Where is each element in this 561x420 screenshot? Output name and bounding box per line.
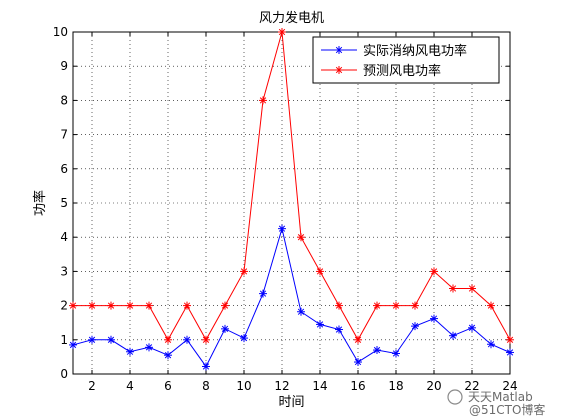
x-tick-label: 2 (88, 379, 96, 393)
data-point (468, 284, 476, 293)
data-point (297, 233, 305, 242)
watermark-line2: @51CTO博客 (469, 402, 545, 417)
data-point (392, 301, 400, 310)
y-tick-label: 6 (60, 162, 68, 176)
data-point (240, 334, 248, 343)
x-tick-label: 16 (350, 379, 365, 393)
y-axis-label: 功率 (32, 190, 48, 216)
data-point (335, 46, 343, 54)
y-tick-label: 7 (60, 128, 68, 142)
series-layer (69, 28, 514, 371)
data-point (202, 335, 210, 344)
y-tick-label: 9 (60, 59, 68, 73)
data-point (221, 324, 229, 333)
x-tick-label: 12 (274, 379, 289, 393)
data-point (411, 301, 419, 310)
data-point (354, 358, 362, 367)
y-tick-label: 8 (60, 93, 68, 107)
data-point (487, 340, 495, 349)
x-axis-label: 时间 (278, 395, 304, 410)
y-tick-label: 4 (60, 230, 68, 244)
x-tick-label: 14 (312, 379, 327, 393)
legend-label: 预测风电功率 (363, 63, 441, 79)
data-point (88, 335, 96, 344)
x-tick-label: 22 (464, 379, 479, 393)
data-point (202, 362, 210, 371)
legend-item: 预测风电功率 (321, 63, 441, 79)
series-2 (69, 28, 514, 344)
legend-box (312, 36, 500, 84)
watermark: 天天Matlab @51CTO博客 (447, 389, 545, 417)
data-point (126, 347, 134, 356)
data-point (316, 267, 324, 276)
x-tick-label: 8 (202, 379, 210, 393)
y-tick-label: 2 (60, 299, 68, 313)
legend-label: 实际消纳风电功率 (363, 43, 467, 59)
grid (73, 32, 510, 374)
data-point (183, 301, 191, 310)
data-point (430, 267, 438, 276)
y-tick-label: 5 (60, 196, 68, 210)
data-point (506, 335, 514, 344)
data-point (259, 289, 267, 298)
y-tick-label: 0 (60, 367, 68, 381)
data-point (392, 349, 400, 358)
data-point (145, 301, 153, 310)
data-point (506, 348, 514, 357)
data-point (297, 307, 305, 316)
x-tick-label: 4 (126, 379, 134, 393)
data-point (278, 224, 286, 233)
data-point (373, 301, 381, 310)
x-tick-label: 24 (502, 379, 517, 393)
x-tick-label: 10 (236, 379, 251, 393)
data-point (354, 335, 362, 344)
y-tick-label: 1 (60, 333, 68, 347)
data-point (221, 301, 229, 310)
data-point (335, 66, 343, 74)
y-tick-label: 10 (53, 25, 68, 39)
data-point (107, 335, 115, 344)
chart-title: 风力发电机 (259, 10, 324, 26)
data-point (373, 346, 381, 355)
data-point (278, 28, 286, 36)
data-point (69, 301, 77, 310)
data-point (107, 301, 115, 310)
data-point (449, 331, 457, 340)
watermark-line1: 天天Matlab (468, 390, 533, 404)
data-point (164, 335, 172, 344)
data-point (468, 323, 476, 332)
x-tick-label: 20 (426, 379, 441, 393)
data-point (411, 322, 419, 331)
data-point (126, 301, 134, 310)
data-point (487, 301, 495, 310)
data-point (449, 284, 457, 293)
x-tick-label: 18 (388, 379, 403, 393)
data-point (240, 267, 248, 276)
data-point (316, 320, 324, 329)
data-point (183, 335, 191, 344)
watermark-icon (447, 389, 463, 405)
data-point (145, 343, 153, 352)
x-tick-label: 6 (164, 379, 172, 393)
series-1 (69, 224, 514, 371)
data-point (335, 301, 343, 310)
legend-item: 实际消纳风电功率 (321, 43, 467, 59)
data-point (88, 301, 96, 310)
data-point (259, 96, 267, 105)
y-tick-label: 3 (60, 264, 68, 278)
series-line (72, 226, 511, 368)
data-point (69, 340, 77, 349)
data-point (430, 314, 438, 323)
data-point (335, 325, 343, 334)
data-point (164, 351, 172, 360)
